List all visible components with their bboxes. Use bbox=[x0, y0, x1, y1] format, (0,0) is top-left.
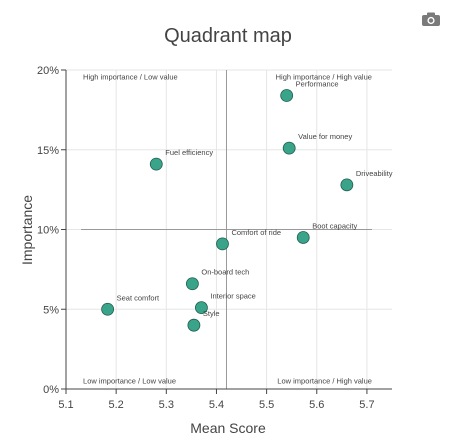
data-point bbox=[149, 157, 163, 171]
point-label: Seat comfort bbox=[117, 293, 160, 302]
y-tick-label: 10% bbox=[37, 225, 59, 237]
x-tick-label: 5.5 bbox=[259, 399, 274, 411]
point-label: Fuel efficiency bbox=[165, 148, 213, 157]
data-point bbox=[280, 89, 294, 102]
x-tick-label: 5.7 bbox=[359, 399, 374, 411]
axes: 0% 5% 10% 15% 20% 5.1 5.2 5.3 5.4 5.5 5.6 5.7 bbox=[37, 65, 392, 411]
x-axis-title: Mean Score bbox=[190, 420, 266, 436]
data-point bbox=[101, 302, 115, 316]
y-tick-label: 20% bbox=[37, 65, 59, 77]
quadrant-label-top-left: High importance / Low value bbox=[83, 73, 178, 82]
quadrant-label-bottom-left: Low importance / Low value bbox=[83, 376, 176, 385]
y-tick-label: 0% bbox=[43, 384, 59, 396]
data-point bbox=[296, 231, 310, 244]
quadrant-labels: High importance / Low value High importan… bbox=[83, 73, 372, 386]
quadrant-label-top-right: High importance / High value bbox=[276, 73, 372, 82]
y-tick-label: 15% bbox=[37, 145, 59, 157]
y-tick-label: 5% bbox=[43, 304, 59, 316]
data-point bbox=[340, 178, 354, 192]
y-axis-title: Importance bbox=[19, 195, 35, 265]
point-label: On-board tech bbox=[201, 268, 249, 277]
quadrant-label-bottom-right: Low importance / High value bbox=[277, 376, 372, 385]
chart-title: Quadrant map bbox=[164, 25, 292, 47]
x-tick-label: 5.1 bbox=[58, 399, 73, 411]
point-label: Comfort of ride bbox=[231, 228, 281, 237]
data-point bbox=[216, 237, 229, 251]
x-tick-label: 5.2 bbox=[109, 399, 124, 411]
point-label: Value for money bbox=[298, 132, 352, 141]
point-label: Style bbox=[203, 309, 220, 318]
data-point bbox=[187, 318, 201, 332]
x-tick-label: 5.3 bbox=[159, 399, 174, 411]
camera-icon[interactable] bbox=[422, 12, 440, 26]
data-point bbox=[195, 301, 208, 315]
data-points: Performance Value for money Driveability Fu… bbox=[101, 80, 393, 332]
point-label: Performance bbox=[296, 80, 339, 89]
data-point bbox=[185, 277, 199, 291]
point-label: Driveability bbox=[356, 169, 393, 178]
data-point bbox=[282, 141, 296, 155]
point-label: Interior space bbox=[210, 292, 255, 301]
x-tick-label: 5.4 bbox=[209, 399, 224, 411]
quadrant-dividers bbox=[81, 70, 372, 389]
x-tick-label: 5.6 bbox=[309, 399, 324, 411]
point-label: Boot capacity bbox=[312, 221, 357, 230]
